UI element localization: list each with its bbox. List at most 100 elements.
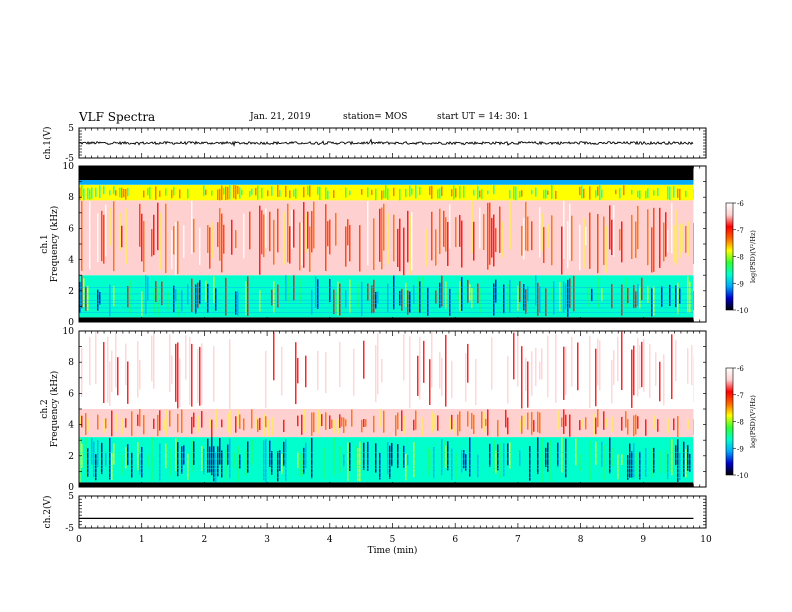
spectrogram-stripe: [447, 221, 449, 266]
spectrogram-stripe: [615, 286, 617, 303]
spectrogram-stripe: [265, 350, 267, 409]
spectrogram-stripe: [345, 443, 347, 477]
spectrogram-stripe: [495, 279, 497, 303]
spectrogram-stripe: [217, 189, 219, 201]
spectrogram-stripe: [591, 288, 593, 302]
spectrogram-stripe: [531, 412, 533, 435]
spectrogram-stripe: [159, 190, 161, 197]
spectrogram-stripe: [583, 188, 585, 199]
colorbar-tick-label: -8: [737, 254, 744, 262]
spectrogram-stripe: [527, 412, 529, 430]
ch1-waveform-panel: 5 -5 ch.1(V): [42, 124, 707, 164]
spectrogram-stripe: [401, 410, 403, 432]
spectrogram-stripe: [595, 190, 597, 198]
spectrogram-stripe: [269, 211, 271, 252]
spectrogram-stripe: [339, 283, 341, 316]
spectrogram-stripe: [293, 189, 295, 197]
spectrogram-stripe: [625, 350, 627, 384]
spectrogram-stripe: [239, 187, 241, 199]
spectrogram-stripe: [597, 338, 599, 386]
spectrogram-stripe: [445, 187, 447, 200]
x-tick-label: 8: [578, 535, 584, 545]
spectrogram-stripe: [311, 211, 313, 253]
y-tick-label: 2: [68, 287, 74, 297]
spectrogram-stripe: [113, 201, 115, 272]
spectrogram-image: [79, 331, 694, 487]
spectrogram-stripe: [237, 409, 239, 427]
spectrogram-stripe: [259, 417, 261, 431]
spectrogram-stripe: [565, 346, 567, 396]
spectrogram-stripe: [451, 360, 453, 399]
spectrogram-stripe: [677, 282, 679, 314]
spectrogram-stripe: [501, 186, 503, 200]
spectrogram-stripe: [139, 203, 141, 247]
spectrogram-stripe: [551, 185, 553, 199]
spectrogram-stripe: [453, 185, 455, 200]
colorbar-tick-label: -9: [737, 280, 744, 288]
spectrogram-stripe: [201, 343, 203, 405]
spectrogram-stripe: [111, 452, 113, 480]
spectrogram-stripe: [391, 442, 393, 467]
spectrogram-stripe: [511, 217, 513, 250]
spectrogram-stripe: [445, 445, 447, 468]
spectrogram-stripe: [531, 221, 533, 251]
spectrogram-stripe: [115, 332, 117, 388]
spectrogram-stripe: [285, 185, 287, 198]
spectrogram-stripe: [267, 190, 269, 197]
spectrogram-stripe: [373, 279, 375, 314]
spectrogram-stripe: [433, 414, 435, 430]
spectrogram-stripe: [437, 415, 439, 431]
spectrogram-stripe: [667, 186, 669, 200]
spectrogram-stripe: [117, 357, 119, 396]
spectrogram-stripe: [177, 342, 179, 409]
y-tick-label: 10: [63, 162, 75, 172]
spectrogram-stripe: [489, 336, 491, 396]
spectrogram-stripe: [583, 357, 585, 394]
spectrogram-stripe: [359, 441, 361, 482]
spectrogram-stripe: [531, 189, 533, 195]
spectrogram-stripe: [205, 280, 207, 303]
spectrogram-stripe: [685, 449, 687, 478]
spectrogram-stripe: [257, 185, 259, 200]
spectrogram-stripe: [325, 412, 327, 430]
spectrogram-stripe: [613, 205, 615, 257]
spectrogram-stripe: [633, 415, 635, 437]
spectrogram-stripe: [651, 227, 653, 273]
spectrogram-stripe: [461, 220, 463, 268]
spectrogram-stripe: [113, 285, 115, 307]
spectrogram-stripe: [165, 409, 167, 436]
spectrogram-stripe: [239, 414, 241, 429]
spectrogram-stripe: [87, 418, 89, 431]
spectrogram-stripe: [413, 442, 415, 478]
spectrogram-stripe: [547, 335, 549, 398]
spectrogram-stripe: [229, 210, 231, 246]
x-tick-label: 9: [640, 535, 646, 545]
spectrogram-stripe: [433, 208, 435, 255]
spectrogram-stripe: [483, 214, 485, 251]
spectrogram-stripe: [429, 359, 431, 405]
spectrogram-stripe: [119, 187, 121, 198]
spectrogram-stripe: [563, 281, 565, 312]
spectrogram-stripe: [471, 288, 473, 308]
spectrogram-stripe: [689, 453, 691, 472]
spectrogram-stripe: [531, 351, 533, 396]
spectrogram-stripe: [611, 284, 613, 309]
spectrogram-stripe: [153, 332, 155, 389]
spectrogram-stripe: [495, 228, 497, 253]
spectrogram-stripe: [475, 358, 477, 406]
spectrogram-stripe: [179, 189, 181, 199]
spectrogram-stripe: [131, 411, 133, 436]
spectrogram-stripe: [149, 186, 151, 200]
spectrogram-stripe: [383, 410, 385, 433]
spectrogram-stripe: [507, 283, 509, 310]
spectrogram-stripe: [137, 414, 139, 426]
spectrogram-stripe: [597, 277, 599, 309]
spectrogram-stripe: [509, 200, 511, 250]
spectrogram-stripe: [551, 215, 553, 266]
spectrogram-stripe: [465, 454, 467, 471]
spectrogram-stripe: [413, 419, 415, 431]
spectrogram-stripe: [547, 442, 549, 472]
spectrogram-stripe: [257, 419, 259, 433]
spectrogram-stripe: [529, 344, 531, 389]
spectrogram-stripe: [143, 415, 145, 435]
